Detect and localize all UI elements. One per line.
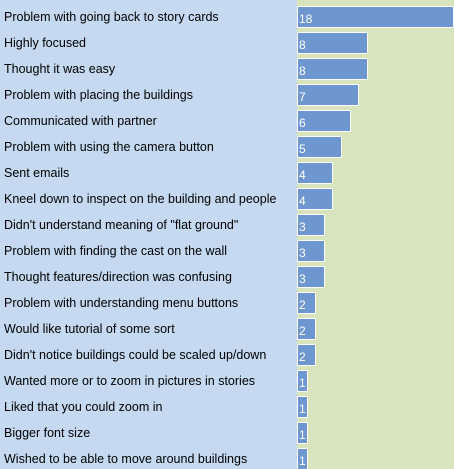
bar (297, 84, 359, 106)
bar (297, 6, 454, 28)
category-label: Didn't notice buildings could be scaled … (4, 348, 267, 362)
category-label: Problem with finding the cast on the wal… (4, 244, 228, 258)
bar-value-label: 3 (299, 272, 306, 286)
bar (297, 240, 325, 262)
bar-value-label: 1 (299, 376, 306, 390)
bar (297, 214, 325, 236)
bar (297, 136, 342, 158)
category-label: Liked that you could zoom in (4, 400, 163, 414)
plot-area: 18 8 8 7 6 5 4 4 3 3 3 2 2 2 1 1 1 1 (297, 0, 454, 469)
bar (297, 266, 325, 288)
bar (297, 422, 308, 444)
bar-value-label: 1 (299, 454, 306, 468)
bar-value-label: 3 (299, 246, 306, 260)
bar (297, 318, 316, 340)
bar (297, 292, 316, 314)
bar (297, 396, 308, 418)
bar (297, 32, 368, 54)
bar-value-label: 2 (299, 350, 306, 364)
category-label: Thought it was easy (4, 62, 116, 76)
bar-value-label: 18 (299, 12, 313, 26)
bar-value-label: 8 (299, 64, 306, 78)
category-label: Problem with understanding menu buttons (4, 296, 239, 310)
bar-value-label: 5 (299, 142, 306, 156)
category-label: Problem with using the camera button (4, 140, 214, 154)
category-label-panel: Problem with going back to story cards Hi… (0, 0, 297, 469)
bar (297, 370, 308, 392)
category-label: Didn't understand meaning of "flat groun… (4, 218, 239, 232)
category-label: Problem with placing the buildings (4, 88, 193, 102)
bar-value-label: 2 (299, 298, 306, 312)
category-label: Bigger font size (4, 426, 91, 440)
category-label: Highly focused (4, 36, 86, 50)
bar-value-label: 4 (299, 168, 306, 182)
category-label: Problem with going back to story cards (4, 10, 219, 24)
bar (297, 448, 308, 469)
bar-value-label: 1 (299, 428, 306, 442)
bar-value-label: 6 (299, 116, 306, 130)
bar (297, 110, 351, 132)
bar (297, 188, 333, 210)
bar (297, 162, 333, 184)
category-label: Wanted more or to zoom in pictures in st… (4, 374, 256, 388)
bar-value-label: 8 (299, 38, 306, 52)
category-label: Thought features/direction was confusing (4, 270, 232, 284)
bar-value-label: 4 (299, 194, 306, 208)
bar-value-label: 3 (299, 220, 306, 234)
bar-value-label: 1 (299, 402, 306, 416)
bar-value-label: 7 (299, 90, 306, 104)
category-label: Would like tutorial of some sort (4, 322, 175, 336)
bar-value-label: 2 (299, 324, 306, 338)
category-label: Communicated with partner (4, 114, 157, 128)
category-label: Kneel down to inspect on the building an… (4, 192, 277, 206)
category-label: Sent emails (4, 166, 70, 180)
bar (297, 344, 316, 366)
bar (297, 58, 368, 80)
category-label: Wished to be able to move around buildin… (4, 452, 248, 466)
